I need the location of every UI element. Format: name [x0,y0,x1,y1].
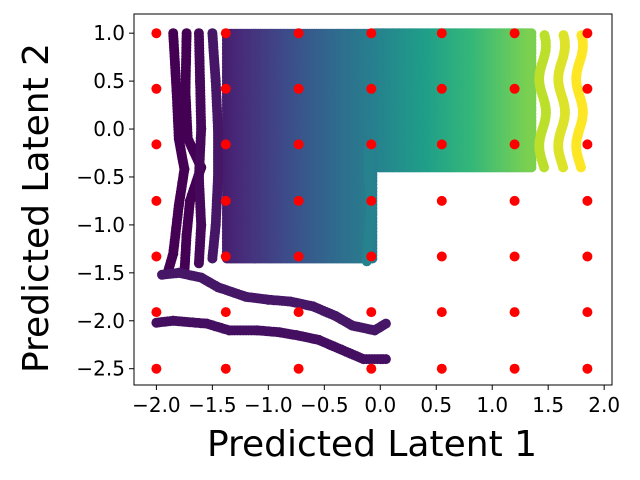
predicted-points-layer [151,28,588,365]
